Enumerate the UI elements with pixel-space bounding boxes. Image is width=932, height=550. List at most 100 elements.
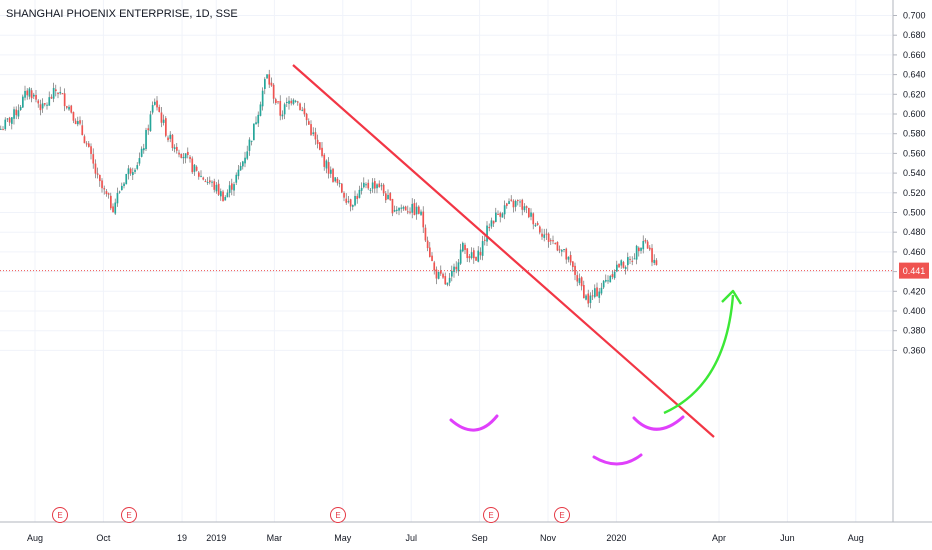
candle bbox=[448, 273, 451, 287]
candle bbox=[398, 207, 400, 216]
candle bbox=[217, 179, 220, 196]
x-tick-label: Jun bbox=[780, 533, 795, 543]
candle bbox=[391, 198, 394, 217]
candle bbox=[411, 198, 414, 219]
time-axis[interactable]: Aug Oct 19 2019 Mar May Jul Sep Nov 2020 Apr Jun Aug bbox=[0, 521, 932, 543]
candle bbox=[616, 260, 618, 273]
candle bbox=[356, 193, 359, 204]
candle bbox=[11, 117, 13, 130]
candle bbox=[305, 112, 308, 126]
candle bbox=[48, 91, 51, 106]
candle bbox=[33, 92, 35, 100]
candle bbox=[558, 245, 561, 254]
candle bbox=[162, 114, 165, 126]
candle bbox=[325, 159, 328, 174]
x-tick-label: 19 bbox=[177, 533, 187, 543]
candle bbox=[151, 101, 154, 115]
candle bbox=[490, 217, 493, 229]
candle bbox=[429, 241, 431, 258]
candle bbox=[19, 104, 22, 111]
candle bbox=[459, 243, 462, 266]
candle bbox=[160, 106, 163, 128]
candle bbox=[466, 248, 469, 262]
candle bbox=[290, 98, 293, 106]
candle bbox=[264, 77, 266, 95]
candle bbox=[451, 265, 453, 282]
candle bbox=[222, 189, 224, 202]
candle bbox=[46, 102, 48, 110]
candle bbox=[250, 140, 253, 146]
candle bbox=[103, 185, 106, 195]
candle bbox=[561, 248, 563, 257]
candle bbox=[330, 166, 332, 178]
candle bbox=[4, 117, 7, 131]
candle bbox=[631, 256, 634, 266]
earnings-marker[interactable]: E bbox=[483, 507, 499, 523]
candle bbox=[477, 246, 480, 263]
candle bbox=[187, 147, 189, 159]
projection-arrowhead bbox=[721, 289, 743, 305]
candle bbox=[127, 165, 130, 180]
candle bbox=[655, 258, 658, 266]
candle bbox=[202, 176, 205, 181]
candle bbox=[578, 273, 581, 286]
candle bbox=[424, 224, 427, 242]
candle bbox=[651, 244, 653, 267]
candle bbox=[376, 183, 378, 194]
candle bbox=[402, 205, 405, 211]
candle bbox=[143, 143, 145, 154]
candle bbox=[514, 199, 517, 212]
y-tick-label: 0.380 bbox=[903, 326, 926, 336]
candle bbox=[294, 99, 297, 103]
candle bbox=[354, 190, 356, 207]
candle bbox=[442, 272, 444, 279]
x-tick-label: Aug bbox=[27, 533, 43, 543]
candle bbox=[74, 118, 77, 125]
candle bbox=[158, 104, 161, 113]
y-tick-label: 0.640 bbox=[903, 70, 926, 80]
candle bbox=[68, 104, 70, 111]
candle bbox=[382, 183, 385, 196]
candle bbox=[255, 116, 257, 125]
candle bbox=[213, 178, 216, 193]
candle bbox=[501, 212, 504, 218]
candle bbox=[426, 236, 429, 252]
earnings-marker[interactable]: E bbox=[554, 507, 570, 523]
candle bbox=[116, 187, 119, 207]
candle bbox=[310, 120, 312, 137]
y-tick-label: 0.580 bbox=[903, 129, 926, 139]
candle bbox=[85, 141, 88, 147]
candle bbox=[145, 127, 147, 151]
candle bbox=[61, 93, 64, 95]
candle bbox=[440, 265, 442, 276]
candle bbox=[275, 97, 277, 105]
candle bbox=[556, 241, 559, 252]
candle bbox=[345, 193, 348, 205]
candle bbox=[235, 172, 238, 185]
candle bbox=[281, 110, 284, 120]
candle bbox=[633, 253, 636, 260]
candle bbox=[220, 188, 222, 201]
candle bbox=[39, 99, 42, 116]
candle bbox=[319, 142, 321, 151]
candle bbox=[96, 167, 99, 179]
candle bbox=[499, 211, 502, 223]
candle bbox=[195, 165, 198, 172]
candle bbox=[396, 206, 398, 215]
candle bbox=[371, 178, 374, 193]
price-axis[interactable]: 0.700 0.680 0.660 0.640 0.620 0.600 0.580 0.560… bbox=[892, 0, 929, 522]
candle bbox=[169, 131, 172, 143]
candle bbox=[83, 134, 86, 144]
candle bbox=[638, 246, 640, 257]
earnings-marker[interactable]: E bbox=[330, 507, 346, 523]
candle bbox=[286, 97, 288, 108]
candle bbox=[444, 272, 447, 285]
earnings-marker[interactable]: E bbox=[121, 507, 137, 523]
candle bbox=[112, 203, 114, 213]
candle bbox=[598, 287, 601, 304]
candle bbox=[580, 276, 583, 291]
earnings-marker[interactable]: E bbox=[52, 507, 68, 523]
candle bbox=[321, 142, 323, 158]
candle bbox=[165, 116, 167, 138]
